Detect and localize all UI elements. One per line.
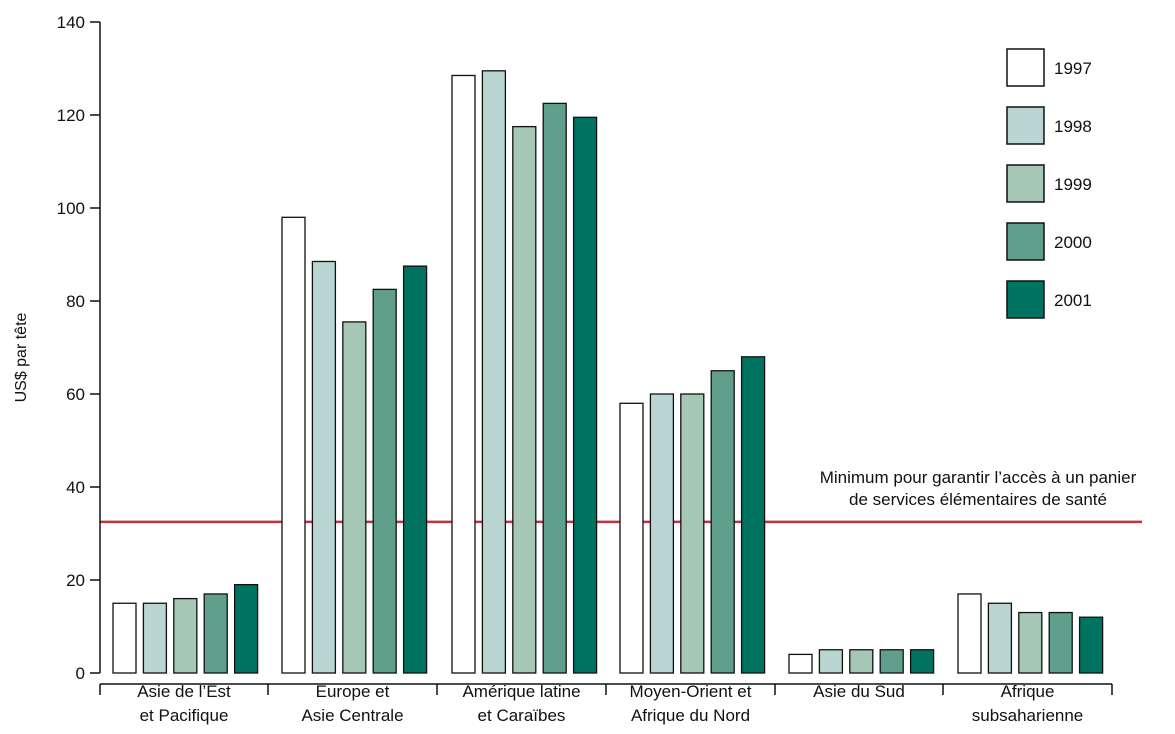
bar bbox=[710, 370, 735, 674]
legend-group: 1997 1998 1999 2000 2001 bbox=[1006, 48, 1092, 319]
bar bbox=[957, 593, 982, 674]
legend-swatch bbox=[1006, 222, 1045, 261]
y-tick-label: 140 bbox=[57, 13, 85, 32]
y-axis-label-group: US$ par tête bbox=[13, 312, 30, 402]
bar bbox=[173, 597, 198, 674]
category-label: Amérique latine bbox=[462, 682, 580, 701]
category-label: Asie de l’Est bbox=[137, 682, 231, 701]
category-label: Asie Centrale bbox=[301, 706, 403, 725]
category-label: et Pacifique bbox=[140, 706, 229, 725]
y-tick-label: 60 bbox=[66, 385, 85, 404]
bar bbox=[619, 402, 644, 674]
y-axis-title: US$ par tête bbox=[13, 312, 30, 402]
bar bbox=[818, 649, 844, 674]
reference-line-label: de services élémentaires de santé bbox=[849, 490, 1107, 509]
y-tick-label: 100 bbox=[57, 199, 85, 218]
bar bbox=[740, 356, 766, 674]
bar bbox=[649, 393, 675, 674]
y-tick-label: 0 bbox=[76, 664, 85, 683]
bar bbox=[542, 102, 567, 674]
legend-label: 1998 bbox=[1054, 117, 1092, 136]
category-label: Europe et bbox=[316, 682, 390, 701]
y-tick-label: 20 bbox=[66, 571, 85, 590]
bar bbox=[112, 602, 137, 674]
legend-label: 1999 bbox=[1054, 175, 1092, 194]
bar bbox=[402, 265, 428, 674]
y-tick-label: 120 bbox=[57, 106, 85, 125]
bars-group bbox=[112, 70, 1104, 674]
axes-group: 0 20 40 60 80 100 120 140 Asie de l’Est et Pacifi… bbox=[57, 13, 1113, 725]
bar bbox=[572, 116, 598, 674]
category-label: Afrique bbox=[1001, 682, 1055, 701]
bar bbox=[342, 321, 367, 674]
legend-swatch bbox=[1006, 164, 1045, 203]
y-tick-label: 40 bbox=[66, 478, 85, 497]
legend-swatch bbox=[1006, 106, 1045, 145]
bar bbox=[203, 593, 228, 674]
y-tick-label: 80 bbox=[66, 292, 85, 311]
category-label: Moyen-Orient et bbox=[630, 682, 752, 701]
bar bbox=[233, 584, 259, 674]
category-label: et Caraïbes bbox=[478, 706, 566, 725]
legend-label: 2000 bbox=[1054, 233, 1092, 252]
bar bbox=[1078, 616, 1104, 674]
legend-swatch bbox=[1006, 280, 1045, 319]
bar bbox=[451, 74, 476, 674]
bar bbox=[879, 649, 904, 674]
bar bbox=[281, 216, 306, 674]
bar bbox=[311, 260, 337, 674]
bar bbox=[481, 70, 507, 674]
bar bbox=[512, 125, 537, 674]
category-label: Afrique du Nord bbox=[631, 706, 750, 725]
category-label: subsaharienne bbox=[972, 706, 1084, 725]
bar bbox=[680, 393, 705, 674]
bar bbox=[849, 649, 874, 674]
legend-label: 2001 bbox=[1054, 291, 1092, 310]
category-label: Asie du Sud bbox=[813, 682, 905, 701]
legend-swatch bbox=[1006, 48, 1045, 87]
legend-label: 1997 bbox=[1054, 59, 1092, 78]
bar bbox=[1018, 611, 1043, 674]
reference-line-label: Minimum pour garantir l’accès à un panie… bbox=[820, 468, 1137, 487]
bar bbox=[987, 602, 1013, 674]
bar bbox=[1048, 611, 1073, 674]
bar bbox=[788, 653, 813, 674]
bar bbox=[909, 649, 935, 674]
bar bbox=[142, 602, 168, 674]
bar bbox=[372, 288, 397, 674]
